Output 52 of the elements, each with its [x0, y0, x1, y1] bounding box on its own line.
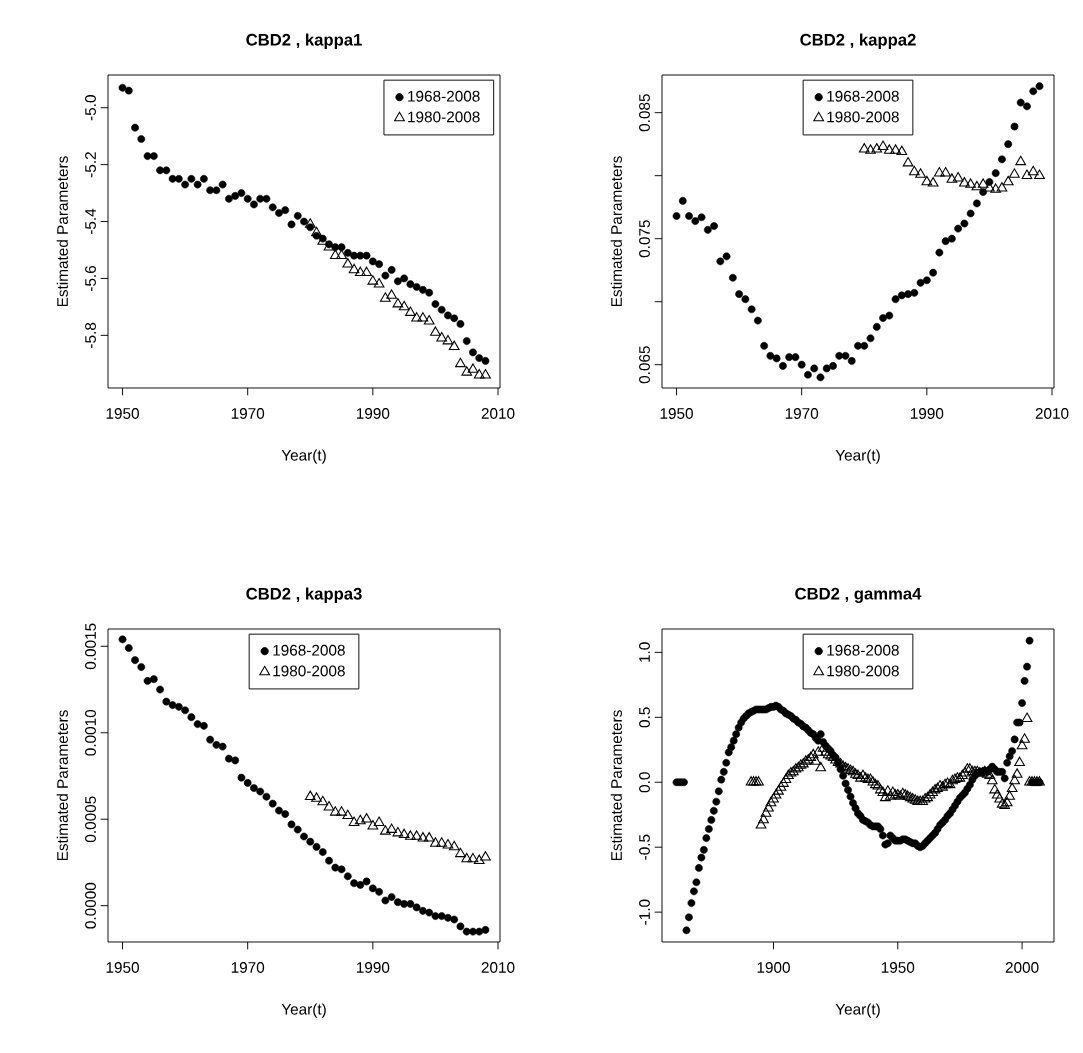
- y-tick-label: -5.8: [85, 322, 96, 348]
- y-tick-label: 1.0: [639, 642, 650, 662]
- x-tick-label: 1990: [910, 408, 944, 419]
- x-tick-label: 1970: [785, 408, 819, 419]
- x-tick-label: 1900: [757, 962, 790, 973]
- x-tick-label: 1950: [106, 962, 139, 973]
- y-tick-label: 0.0015: [85, 623, 96, 670]
- legend-label: 1980-2008: [827, 665, 899, 677]
- y-axis-title: Estimated Parameters: [610, 156, 622, 307]
- y-tick-label: -5.0: [85, 95, 96, 121]
- y-tick-label: 0.0000: [85, 882, 96, 929]
- x-tick-label: 1950: [106, 408, 139, 419]
- y-tick-label: 0.0: [639, 772, 650, 793]
- x-tick-label: 1970: [231, 408, 265, 419]
- chart-title: CBD2 , kappa3: [246, 587, 362, 603]
- y-axis-title: Estimated Parameters: [610, 710, 622, 861]
- chart-title: CBD2 , gamma4: [795, 587, 922, 603]
- x-axis-title: Year(t): [281, 449, 326, 464]
- y-tick-label: 0.0005: [85, 796, 96, 843]
- y-tick-label: 0.075: [639, 220, 650, 258]
- y-tick-label: 0.0010: [85, 709, 96, 756]
- y-tick-label: -5.4: [85, 208, 96, 235]
- chart-title: CBD2 , kappa2: [800, 33, 916, 49]
- legend-label: 1980-2008: [273, 665, 345, 677]
- legend-label: 1968-2008: [408, 90, 480, 102]
- legend-label: 1968-2008: [827, 644, 899, 656]
- x-tick-label: 1990: [356, 408, 390, 419]
- x-tick-label: 2010: [481, 408, 515, 419]
- y-tick-label: 0.065: [639, 346, 650, 384]
- x-tick-label: 1950: [660, 408, 693, 419]
- y-tick-label: -5.6: [85, 265, 96, 291]
- x-axis-title: Year(t): [835, 1003, 880, 1018]
- y-tick-label: 0.085: [639, 94, 650, 132]
- legend-label: 1980-2008: [827, 111, 899, 123]
- y-tick-label: -5.2: [85, 152, 96, 178]
- x-tick-label: 1990: [356, 962, 390, 973]
- x-tick-label: 2010: [1035, 408, 1069, 419]
- legend-label: 1968-2008: [827, 90, 899, 102]
- legend-label: 1968-2008: [273, 644, 345, 656]
- y-axis-title: Estimated Parameters: [56, 156, 68, 307]
- y-tick-label: 0.5: [639, 707, 650, 728]
- x-axis-title: Year(t): [835, 449, 880, 464]
- x-tick-label: 2000: [1005, 962, 1039, 973]
- y-tick-label: -0.5: [639, 834, 650, 860]
- x-tick-label: 1970: [231, 962, 265, 973]
- y-axis-title: Estimated Parameters: [56, 710, 68, 861]
- x-tick-label: 2010: [481, 962, 515, 973]
- chart-title: CBD2 , kappa1: [246, 33, 362, 49]
- legend-label: 1980-2008: [408, 111, 480, 123]
- x-axis-title: Year(t): [281, 1003, 326, 1018]
- x-tick-label: 1950: [881, 962, 915, 973]
- y-tick-label: -1.0: [639, 899, 650, 925]
